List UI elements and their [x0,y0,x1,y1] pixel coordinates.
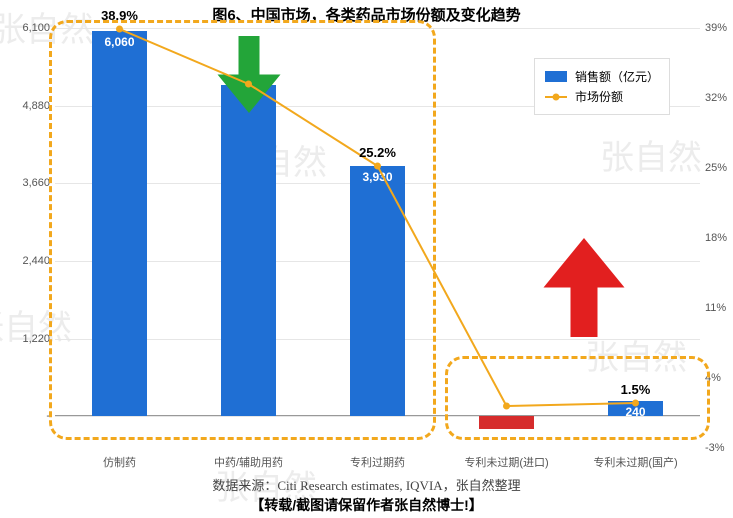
y-left-tick-label: 1,220 [5,333,50,345]
legend-swatch-line: .legend-swatch-line::after{background:#f… [545,96,567,98]
legend-label: 市场份额 [575,88,623,105]
data-source: 数据来源：Citi Research estimates, IQVIA，张自然整… [0,475,733,494]
legend-swatch-bar [545,71,567,82]
y-right-tick-label: -3% [705,442,733,454]
y-right-tick-label: 39% [705,22,733,34]
y-left-tick-label: 6,100 [5,22,50,34]
y-right-tick-label: 11% [705,302,733,314]
y-left-tick-label: - [5,410,50,422]
x-category-label: 专利未过期(进口) [464,454,548,470]
x-category-label: 专利未过期(国产) [593,454,677,470]
y-left-tick-label: 3,660 [5,177,50,189]
line-point-label: 1.5% [621,382,651,397]
legend-item-line: .legend-swatch-line::after{background:#f… [545,88,659,105]
legend-item-bar: 销售额（亿元） [545,68,659,85]
line-point-label: 25.2% [359,145,396,160]
y-left-tick-label: 4,880 [5,100,50,112]
y-right-tick-label: 32% [705,92,733,104]
legend-label: 销售额（亿元） [575,68,659,85]
x-category-label: 仿制药 [103,454,136,470]
copyright-notice: 【转载/截图请保留作者张自然博士!】 [0,495,733,515]
line-point-label: 38.9% [101,8,138,23]
y-right-tick-label: 25% [705,162,733,174]
x-category-label: 中药/辅助用药 [214,454,283,470]
y-right-tick-label: 18% [705,232,733,244]
chart-plot-area: -1,2202,4403,6604,8806,100-3%4%11%18%25%… [55,28,700,448]
y-left-tick-label: 2,440 [5,255,50,267]
legend: 销售额（亿元）.legend-swatch-line::after{backgr… [534,58,670,115]
x-category-label: 专利过期药 [350,454,405,470]
